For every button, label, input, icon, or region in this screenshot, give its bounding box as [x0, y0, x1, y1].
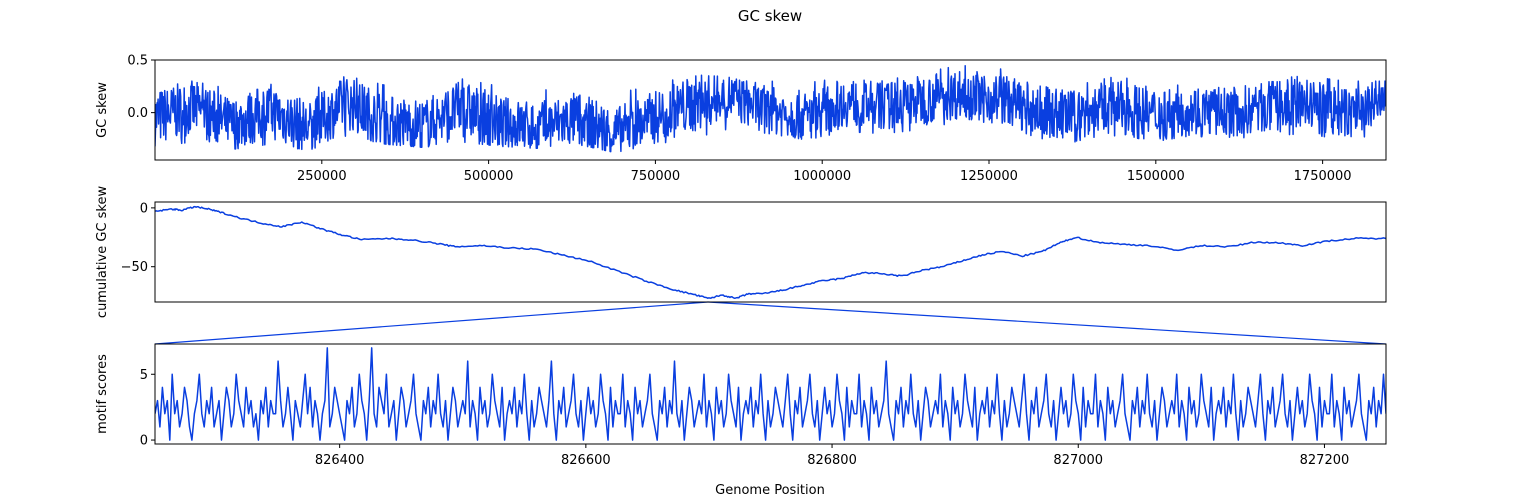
y-axis-label: cumulative GC skew	[95, 186, 110, 319]
y-tick-label: 0	[140, 434, 148, 449]
y-tick-label: −50	[121, 260, 148, 275]
x-tick-label: 1250000	[960, 169, 1018, 184]
motif-scores-panel: 0 5 826400 826600 826800 827000 827200 motif sc…	[95, 343, 1387, 468]
x-tick-label: 1500000	[1127, 169, 1185, 184]
y-tick-label: 0.0	[127, 106, 148, 121]
x-tick-label: 1750000	[1294, 169, 1352, 184]
gc-skew-panel: 0.0 0.5 250000 500000 750000 1000000 1250000 15…	[95, 54, 1387, 184]
figure-xlabel: Genome Position	[715, 483, 825, 498]
data-line	[155, 347, 1386, 441]
zoom-connector-left	[154, 301, 709, 345]
x-tick-label: 826800	[807, 453, 857, 468]
figure-title: GC skew	[738, 7, 802, 25]
y-tick-label: 0	[140, 201, 148, 216]
cumulative-gc-skew-panel: 0 −50 cumulative GC skew	[95, 186, 1387, 319]
zoom-connector-right	[707, 301, 1387, 345]
y-axis-label: GC skew	[95, 82, 110, 138]
data-line	[155, 64, 1386, 153]
axes-frame	[154, 201, 1387, 303]
x-tick-label: 1000000	[793, 169, 851, 184]
axes-frame	[154, 343, 1387, 445]
axes-frame	[154, 59, 1387, 161]
x-tick-label: 750000	[631, 169, 681, 184]
x-tick-label: 826600	[561, 453, 611, 468]
y-axis-label: motif scores	[95, 354, 110, 434]
zoom-connector	[154, 301, 1387, 345]
x-tick-label: 827200	[1300, 453, 1350, 468]
x-tick-label: 250000	[297, 169, 347, 184]
x-tick-label: 500000	[464, 169, 514, 184]
y-tick-label: 5	[140, 368, 148, 383]
x-tick-label: 826400	[315, 453, 365, 468]
x-tick-label: 827000	[1053, 453, 1103, 468]
y-tick-label: 0.5	[127, 54, 148, 69]
data-line	[155, 205, 1386, 299]
